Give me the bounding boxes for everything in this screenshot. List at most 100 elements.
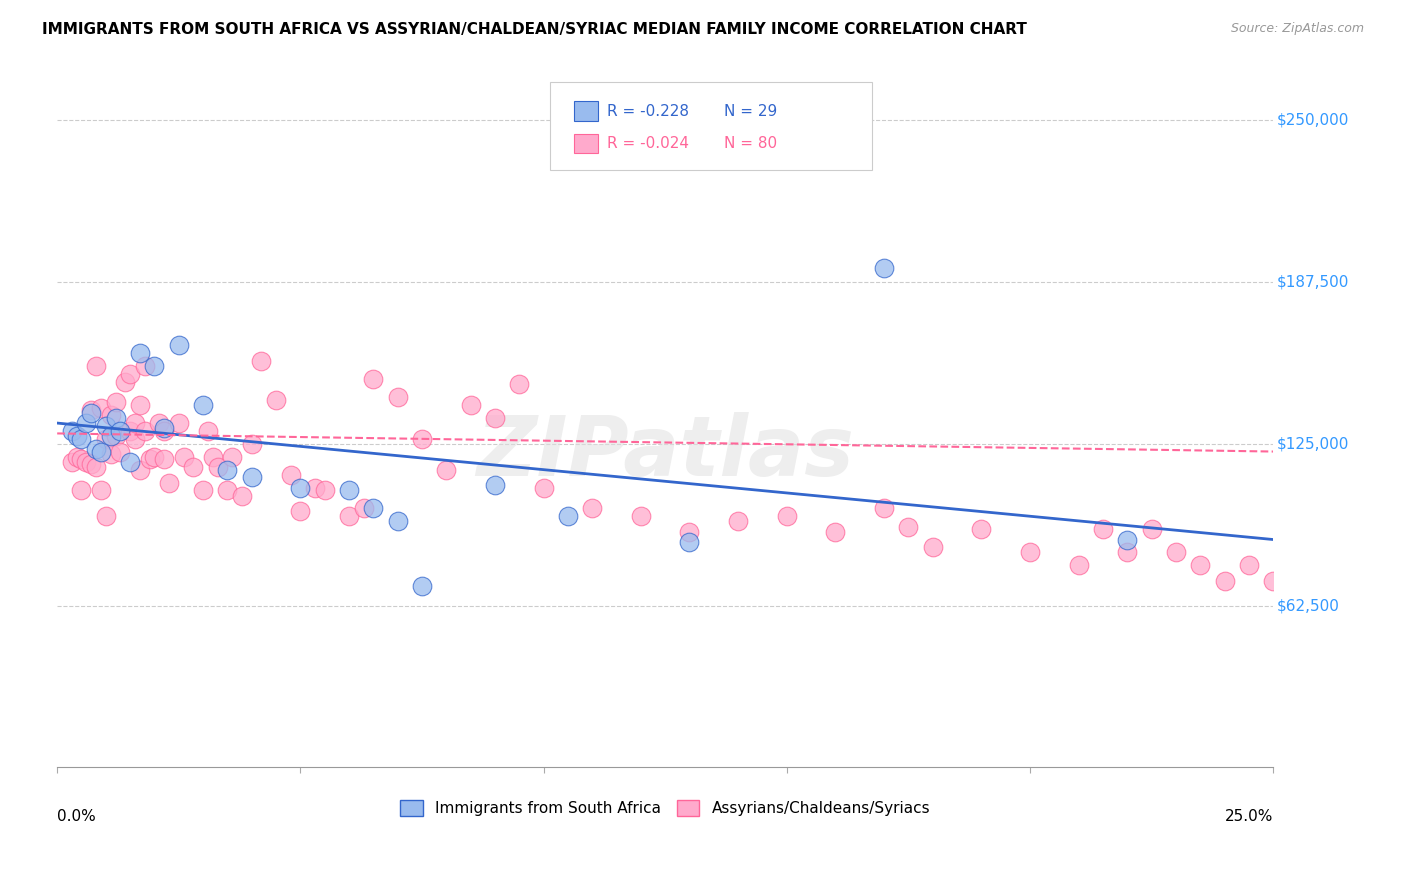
Point [434,463,457,477]
Point [727,515,749,529]
Point [1140,522,1163,536]
Point [557,509,579,524]
Point [100,429,122,443]
Point [66,450,89,464]
Point [776,509,799,524]
Point [173,450,195,464]
Text: N = 29: N = 29 [724,103,776,119]
Point [167,338,190,352]
Point [630,509,652,524]
Point [411,579,433,593]
Point [70,432,93,446]
Point [104,395,127,409]
Point [120,424,142,438]
Point [66,429,89,443]
Point [138,452,160,467]
Point [110,424,132,438]
Point [197,424,219,438]
Point [124,432,146,446]
Point [100,409,122,423]
Point [1263,574,1285,588]
Point [191,483,214,498]
Point [1213,574,1236,588]
Point [90,444,112,458]
Point [90,401,112,415]
Text: R = -0.228: R = -0.228 [607,103,689,119]
Point [824,524,846,539]
Point [1164,545,1187,559]
Point [1189,558,1212,573]
Point [250,354,273,368]
Point [94,418,117,433]
Point [460,398,482,412]
Point [290,504,312,518]
Point [167,416,190,430]
Point [873,260,896,275]
Point [143,450,166,464]
Text: 25.0%: 25.0% [1225,809,1274,824]
Point [114,375,136,389]
Point [240,437,263,451]
Point [104,429,127,443]
Point [678,535,700,549]
Point [134,359,156,373]
Point [84,359,107,373]
Point [84,442,107,456]
Text: N = 80: N = 80 [724,136,776,151]
Point [221,450,243,464]
Point [75,416,97,430]
Point [217,463,239,477]
Point [970,522,993,536]
Point [153,421,176,435]
Point [134,424,156,438]
Point [897,519,920,533]
Point [873,501,896,516]
Point [183,460,205,475]
Point [70,483,93,498]
Point [70,452,93,467]
Point [90,483,112,498]
Point [363,372,385,386]
Point [148,416,170,430]
Point [353,501,375,516]
Point [143,359,166,373]
Text: $125,000: $125,000 [1277,436,1350,451]
Point [60,455,83,469]
Point [1019,545,1042,559]
Point [290,481,312,495]
Point [264,392,287,407]
Point [1067,558,1090,573]
Point [153,452,176,467]
Point [207,460,229,475]
Point [60,424,83,438]
FancyBboxPatch shape [550,82,872,169]
Point [157,475,180,490]
Point [191,398,214,412]
Point [80,458,103,472]
Point [387,390,409,404]
Point [120,367,142,381]
Point [533,481,555,495]
Point [1116,533,1139,547]
Point [110,444,132,458]
Text: ZIPatlas: ZIPatlas [477,412,853,493]
Point [94,509,117,524]
Legend: Immigrants from South Africa, Assyrians/Chaldeans/Syriacs: Immigrants from South Africa, Assyrians/… [394,794,936,822]
Point [94,432,117,446]
Bar [574,134,599,153]
Point [363,501,385,516]
Point [387,515,409,529]
Point [120,455,142,469]
Point [280,467,302,482]
Point [314,483,336,498]
Bar [574,102,599,121]
Point [921,541,943,555]
Point [304,481,326,495]
Point [411,432,433,446]
Text: $187,500: $187,500 [1277,275,1350,290]
Point [128,346,150,360]
Point [201,450,224,464]
Point [231,489,253,503]
Point [240,470,263,484]
Point [104,410,127,425]
